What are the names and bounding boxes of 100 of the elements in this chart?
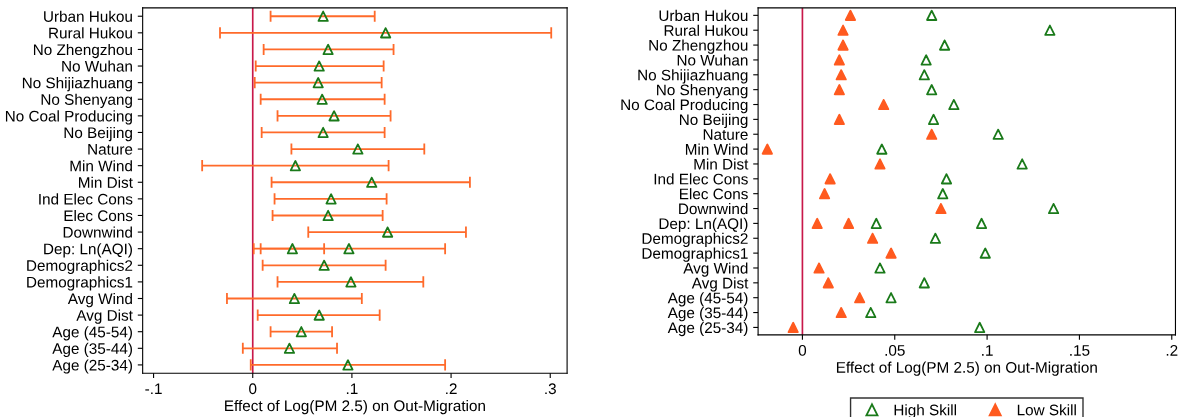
y-tick-label: No Wuhan [62, 60, 132, 72]
y-tick-label: Downwind [63, 226, 132, 238]
point [874, 262, 886, 274]
point [352, 143, 364, 155]
point [345, 276, 357, 288]
y-tick-label: Age (25-34) [667, 321, 748, 337]
y-tick-label: Elec Cons [680, 188, 748, 200]
y-tick-label: No Shenyang [41, 93, 132, 108]
x-tick-label: .1 [982, 345, 993, 356]
y-tick-label: Age (45-54) [52, 326, 132, 341]
point [286, 243, 298, 255]
point [927, 113, 940, 125]
point [1048, 202, 1060, 215]
y-tick-label: Urban Hukou [44, 10, 132, 22]
y-tick-label: Demographics1 [642, 247, 748, 262]
point [926, 128, 938, 140]
point [867, 232, 879, 244]
x-tick-label: 0 [798, 344, 807, 356]
point [918, 277, 930, 289]
point [870, 217, 882, 229]
point [824, 173, 836, 185]
y-tick-label: No Beijing [679, 113, 748, 129]
y-tick-label: Age (25-34) [52, 359, 132, 374]
point [843, 217, 855, 229]
point [833, 54, 845, 66]
y-tick-label: Age (35-44) [52, 342, 132, 358]
point [313, 60, 325, 72]
point [940, 173, 953, 185]
point [325, 193, 337, 205]
y-tick-label: Dep: Ln(AQI) [44, 243, 132, 258]
y-tick-label: Downwind [679, 203, 748, 215]
point [283, 342, 295, 354]
point [382, 226, 394, 238]
y-tick-label: Min Dist [694, 158, 749, 170]
point [318, 259, 330, 271]
point [317, 10, 329, 22]
x-tick-label: 0 [249, 383, 257, 395]
y-tick-label: Avg Wind [683, 262, 748, 277]
point [342, 359, 354, 371]
point [811, 217, 823, 229]
y-tick-label: Nature [88, 144, 133, 155]
y-tick-label: No Shijiazhuang [638, 69, 748, 84]
y-tick-label: Demographics1 [27, 276, 133, 291]
point [343, 243, 355, 255]
point [316, 93, 328, 105]
y-tick-label: Elec Cons [64, 209, 133, 222]
point [835, 69, 847, 81]
point [813, 262, 825, 274]
point [322, 209, 334, 222]
point [822, 277, 834, 289]
y-tick-label: Min Dist [79, 176, 133, 188]
point [926, 84, 938, 96]
x-tick-label: .3 [545, 383, 556, 395]
point [833, 113, 845, 125]
x-tick-label: .1 [346, 383, 358, 395]
point [865, 306, 877, 319]
point [974, 321, 986, 333]
y-tick-label: Min Wind [70, 160, 132, 172]
y-tick-label: No Coal Producing [5, 110, 132, 125]
x-tick-label: -.1 [145, 383, 162, 395]
point [787, 321, 799, 333]
point [918, 69, 930, 81]
y-tick-label: Min Wind [685, 143, 748, 155]
point [876, 143, 888, 155]
point [835, 306, 847, 319]
y-tick-label: No Beijing [64, 126, 132, 142]
point [937, 188, 949, 200]
legend-label: Low Skill [1017, 404, 1076, 416]
point [979, 247, 991, 259]
point [878, 98, 890, 111]
y-tick-label: Dep: Ln(AQI) [659, 217, 748, 233]
point [926, 9, 938, 21]
y-tick-label: No Zhengzhou [33, 43, 132, 59]
x-tick-label: .2 [446, 383, 457, 395]
point [833, 84, 845, 96]
point [844, 9, 856, 21]
point [948, 98, 960, 111]
point [992, 128, 1004, 140]
y-tick-label: Age (35-44) [667, 307, 748, 322]
point [854, 292, 866, 304]
point [975, 217, 988, 229]
y-tick-label: Nature [703, 129, 748, 140]
point [885, 292, 897, 304]
point [289, 160, 301, 172]
y-tick-label: No Wuhan [677, 54, 748, 66]
point [312, 77, 324, 89]
y-tick-label: No Coal Producing [621, 98, 748, 114]
y-tick-label: No Shenyang [657, 84, 748, 99]
point [295, 326, 307, 338]
x-axis-title: Effect of Log(PM 2.5) on Out-Migration [836, 361, 1097, 376]
y-tick-label: No Shijiazhuang [22, 77, 132, 92]
y-tick-label: Avg Wind [67, 292, 132, 308]
y-tick-label: Rural Hukou [664, 24, 748, 36]
x-tick-label: .2 [1166, 344, 1178, 356]
point [322, 43, 334, 55]
point [313, 309, 325, 321]
point [939, 39, 951, 51]
y-tick-label: Urban Hukou [659, 9, 748, 22]
y-tick-label: Ind Elec Cons [654, 173, 748, 185]
point [317, 126, 329, 139]
